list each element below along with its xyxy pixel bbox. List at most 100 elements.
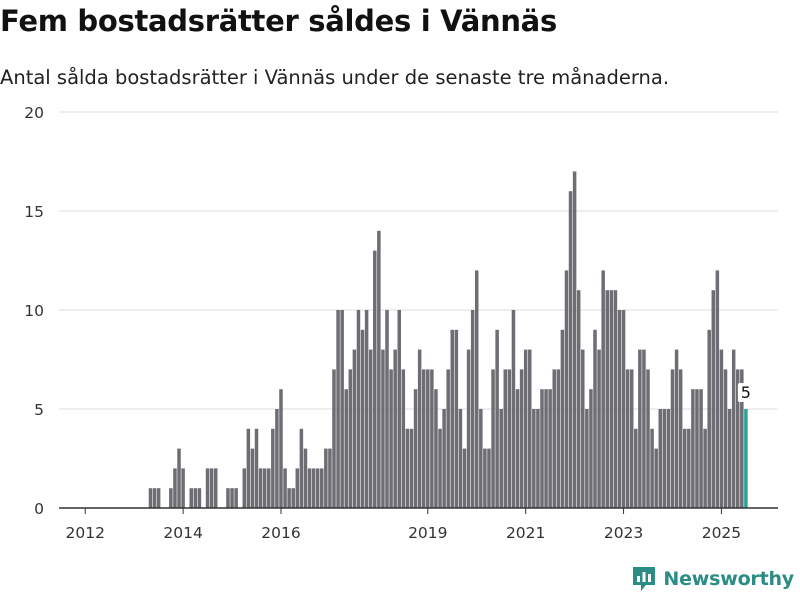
bar [483,448,487,508]
bar [556,369,561,508]
bar [364,310,369,508]
bar [328,448,332,508]
bar [548,389,552,508]
bar [674,349,679,508]
bar [707,329,711,508]
bar [205,468,210,508]
bar [629,369,634,508]
bar [356,310,361,508]
bar [507,369,512,508]
bar [625,369,630,508]
bar [409,428,414,508]
bar [585,409,589,508]
bar [213,468,218,508]
bar [544,389,548,508]
bar [491,369,495,508]
bar [650,428,654,508]
bar [373,250,377,508]
bar [682,428,687,508]
bar [234,488,238,508]
y-tick-label-15: 15 [24,203,44,221]
bar [368,349,373,508]
bar [532,409,536,508]
bar [642,349,646,508]
bar [262,468,267,508]
bar [662,409,667,508]
bar [723,369,728,508]
bar [381,349,385,508]
bar [426,369,430,508]
bar [581,349,585,508]
bar [735,369,740,508]
data-labels: 5 [737,383,754,402]
bar [511,310,516,508]
bar [715,270,720,508]
chart-title: Fem bostadsrätter såldes i Vännäs [0,4,557,38]
bar [348,369,353,508]
newsworthy-logo-icon [633,567,656,591]
bar [523,349,528,508]
bar [621,310,626,508]
bar [197,488,202,508]
y-axis-ticks: 0 5 10 15 20 [24,104,44,518]
bar [601,270,605,508]
bar [307,468,312,508]
bar [430,369,434,508]
bar [450,329,455,508]
bar [242,468,247,508]
bar [271,428,275,508]
bar [589,389,593,508]
bar [499,409,503,508]
bar [324,448,328,508]
x-tick-label-2016: 2016 [261,524,300,542]
bar [393,349,397,508]
bar [462,448,467,508]
bar [336,310,340,508]
bar [340,310,344,508]
bar [287,488,291,508]
bar [719,349,724,508]
bar [638,349,642,508]
bar [552,369,556,508]
bar [528,349,532,508]
bar [299,428,304,508]
bar [687,428,691,508]
bar [254,428,259,508]
bar [446,369,450,508]
bar [169,488,173,508]
bar [360,329,365,508]
bar [487,448,491,508]
x-tick-label-2012: 2012 [65,524,104,542]
bar [189,488,194,508]
y-tick-label-20: 20 [24,104,44,122]
bar [332,369,336,508]
bar [295,468,300,508]
bar [593,329,597,508]
bar [156,488,161,508]
x-tick-label-2014: 2014 [163,524,202,542]
bar [344,389,348,508]
bar [617,310,622,508]
bar [258,468,263,508]
brand-logo: Newsworthy [631,564,794,594]
bar [658,409,663,508]
bar [568,191,573,508]
bar [503,369,508,508]
bar [320,468,324,508]
x-tick-label-2023: 2023 [604,524,643,542]
x-axis-ticks: 2012 2014 2016 2019 2021 2023 2025 [65,508,741,542]
bar [605,290,609,508]
bar [678,369,683,508]
bar [711,290,716,508]
bar [695,389,699,508]
bar [291,488,295,508]
data-label-background [737,383,754,402]
bar [654,448,658,508]
bar [377,230,381,509]
bar [666,409,671,508]
x-tick-label-2025: 2025 [702,524,741,542]
data-label-latest: 5 [741,383,751,402]
x-tick-label-2021: 2021 [506,524,545,542]
bar [311,468,316,508]
bar [536,409,540,508]
